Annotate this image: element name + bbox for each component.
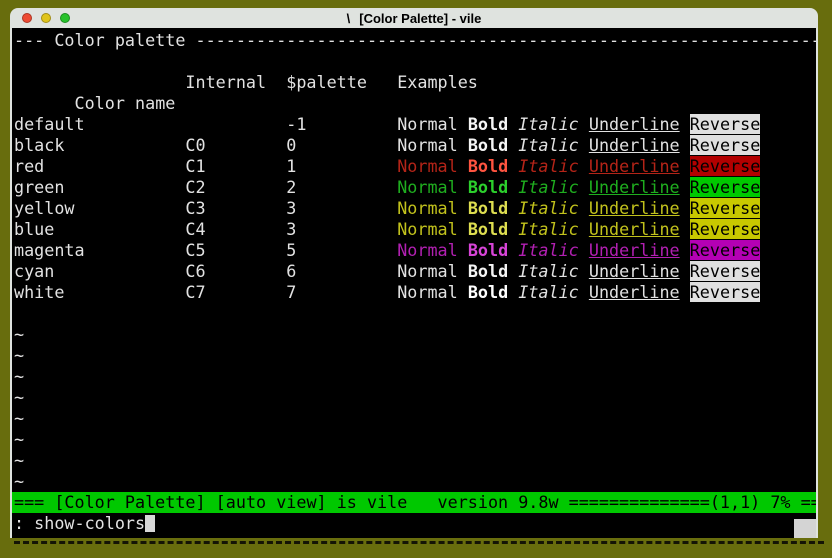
status-bar: === [Color Palette] [auto view] is vile …	[12, 492, 818, 513]
tilde-line: ~	[14, 387, 25, 407]
tilde-line: ~	[14, 471, 25, 491]
examples: Normal Bold Italic Underline Reverse	[397, 282, 761, 302]
examples: Normal Bold Italic Underline Reverse	[397, 114, 761, 134]
column-headers: Color name Internal $palette Examples	[12, 72, 816, 113]
column-header-palette: $palette	[286, 72, 367, 92]
color-name: default	[14, 114, 85, 134]
palette-row-default: default -1 Normal Bold Italic Underline Re…	[14, 114, 761, 134]
tilde-line: ~	[14, 366, 25, 386]
examples: Normal Bold Italic Underline Reverse	[397, 219, 761, 239]
terminal-icon: \	[346, 10, 351, 26]
color-name: magenta	[14, 240, 85, 260]
palette-row-cyan: cyan C6 6 Normal Bold Italic Underline Reve…	[14, 261, 761, 281]
traffic-lights	[22, 13, 70, 23]
tilde-line: ~	[14, 408, 25, 428]
examples: Normal Bold Italic Underline Reverse	[397, 156, 761, 176]
color-name: green	[14, 177, 65, 197]
command-line[interactable]: : show-colors	[12, 513, 816, 534]
column-header-internal: Internal	[185, 72, 267, 92]
resize-grip[interactable]	[794, 519, 816, 538]
palette-row-yellow: yellow C3 3 Normal Bold Italic Underline Re…	[14, 198, 761, 218]
examples: Normal Bold Italic Underline Reverse	[397, 135, 761, 155]
blank-line	[12, 51, 816, 72]
palette-row-red: red C1 1 Normal Bold Italic Underline Rever…	[14, 156, 761, 176]
color-name: white	[14, 282, 65, 302]
palette-row-black: black C0 0 Normal Bold Italic Underline Rev…	[14, 135, 761, 155]
column-header-examples: Examples	[397, 72, 478, 92]
zoom-button[interactable]	[60, 13, 70, 23]
terminal-window: \ [Color Palette] - vile --- Color palet…	[10, 8, 818, 538]
window-title: \ [Color Palette] - vile	[347, 11, 482, 26]
tilde-line: ~	[14, 429, 25, 449]
tilde-line: ~	[14, 345, 25, 365]
palette-row-green: green C2 2 Normal Bold Italic Underline Rev…	[14, 177, 761, 197]
tilde-line: ~	[14, 450, 25, 470]
text-cursor	[145, 515, 156, 532]
palette-rows: default -1 Normal Bold Italic Underline Re…	[12, 114, 816, 303]
terminal-screen[interactable]: --- Color palette ----------------------…	[10, 28, 818, 538]
tilde-line: ~	[14, 324, 25, 344]
blank-line	[12, 303, 816, 324]
command-text: : show-colors	[14, 513, 146, 533]
color-name: red	[14, 156, 45, 176]
color-name: yellow	[14, 198, 75, 218]
examples: Normal Bold Italic Underline Reverse	[397, 240, 761, 260]
column-header-color-name: Color name	[74, 93, 176, 113]
palette-row-magenta: magenta C5 5 Normal Bold Italic Underline R…	[14, 240, 761, 260]
palette-row-white: white C7 7 Normal Bold Italic Underline Rev…	[14, 282, 761, 302]
titlebar[interactable]: \ [Color Palette] - vile	[10, 8, 818, 28]
examples: Normal Bold Italic Underline Reverse	[397, 261, 761, 281]
color-name: black	[14, 135, 65, 155]
color-name: cyan	[14, 261, 55, 281]
color-name: blue	[14, 219, 55, 239]
minimize-button[interactable]	[41, 13, 51, 23]
banner-line: --- Color palette ----------------------…	[14, 30, 818, 50]
window-bottom-shadow	[14, 541, 824, 544]
blank-line	[12, 93, 816, 114]
palette-row-blue: blue C4 3 Normal Bold Italic Underline Reve…	[14, 219, 761, 239]
close-button[interactable]	[22, 13, 32, 23]
examples: Normal Bold Italic Underline Reverse	[397, 177, 761, 197]
empty-buffer-lines: ~ ~ ~ ~ ~ ~ ~ ~	[12, 324, 816, 492]
examples: Normal Bold Italic Underline Reverse	[397, 198, 761, 218]
window-title-text: [Color Palette] - vile	[359, 10, 482, 26]
